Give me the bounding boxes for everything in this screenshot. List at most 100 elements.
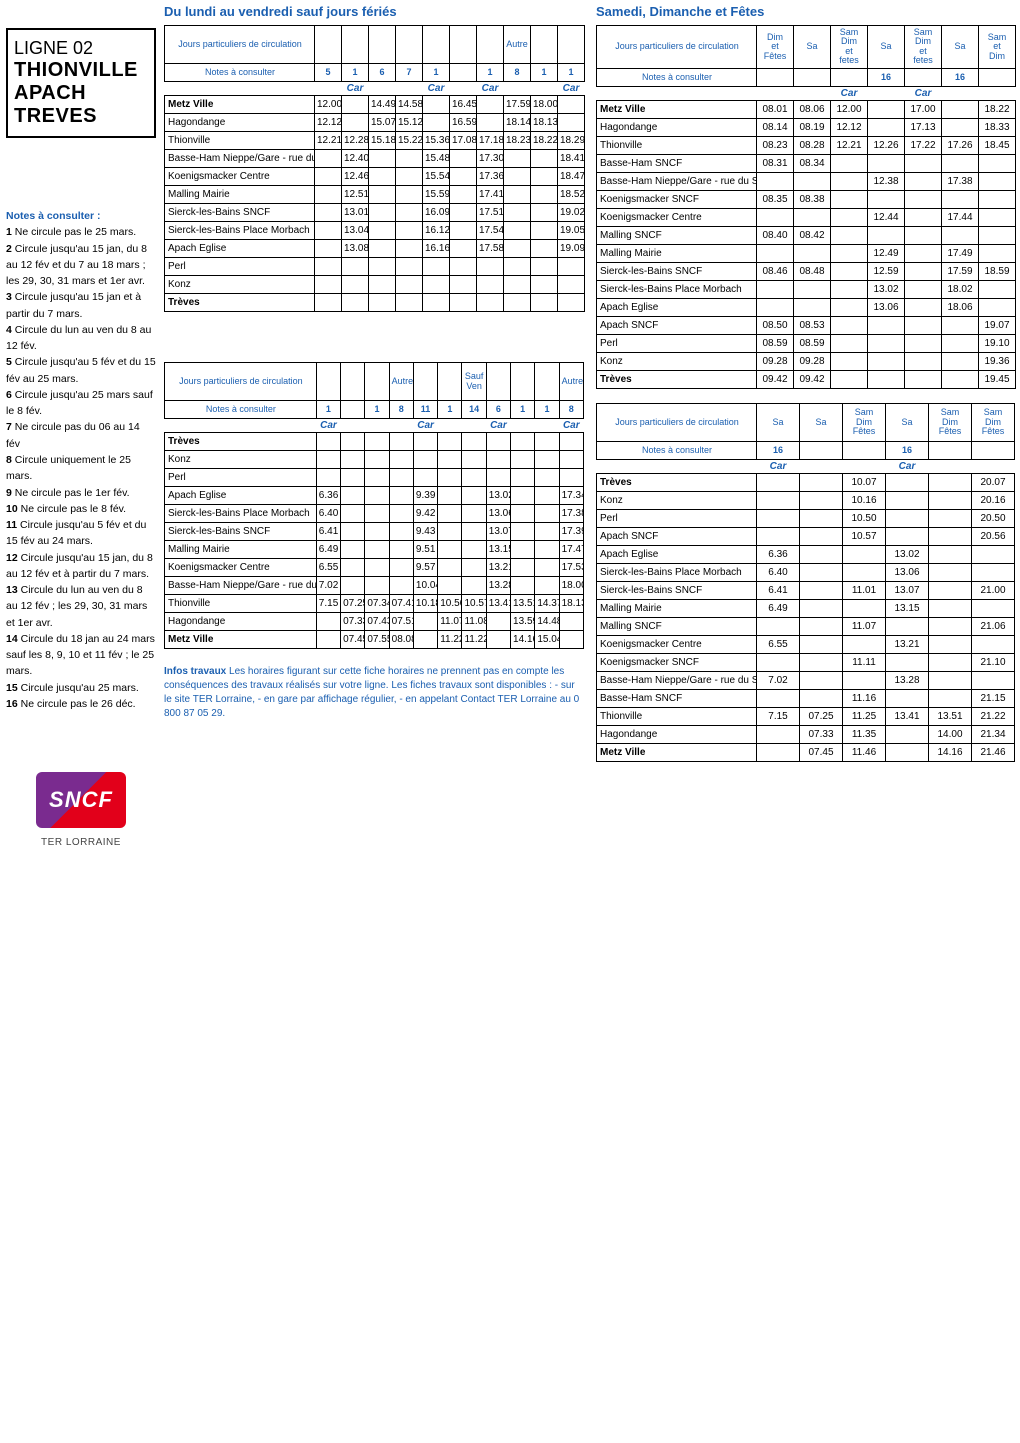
time-cell xyxy=(486,469,510,487)
time-cell xyxy=(477,294,504,312)
time-cell xyxy=(486,613,510,631)
time-cell: 19.09 xyxy=(558,240,585,258)
time-cell: 17.30 xyxy=(477,150,504,168)
time-cell: 07.34 xyxy=(365,595,389,613)
weekend-title: Samedi, Dimanche et Fêtes xyxy=(596,4,1014,19)
note-ref: 6 xyxy=(369,64,396,82)
jours-label: Jours particuliers de circulation xyxy=(597,403,757,441)
time-cell xyxy=(423,96,450,114)
time-cell xyxy=(477,276,504,294)
time-cell xyxy=(315,294,342,312)
time-cell xyxy=(886,491,929,509)
time-cell: 18.47 xyxy=(558,168,585,186)
time-cell xyxy=(511,433,535,451)
time-cell: 13.28 xyxy=(486,577,510,595)
time-cell: 08.59 xyxy=(794,334,831,352)
time-cell xyxy=(365,469,389,487)
time-cell xyxy=(929,617,972,635)
car-indicator xyxy=(800,459,843,473)
time-cell: 19.10 xyxy=(979,334,1016,352)
time-cell xyxy=(531,240,558,258)
time-cell xyxy=(389,577,413,595)
station-name: Trèves xyxy=(597,370,757,388)
time-cell: 09.42 xyxy=(794,370,831,388)
time-cell xyxy=(757,473,800,491)
time-cell xyxy=(535,451,559,469)
note-ref: 16 xyxy=(886,441,929,459)
time-cell xyxy=(438,559,462,577)
time-cell xyxy=(972,671,1015,689)
time-cell xyxy=(757,208,794,226)
car-indicator: Car xyxy=(486,419,510,433)
time-cell xyxy=(942,154,979,172)
note-ref: 6 xyxy=(486,401,510,419)
note-ref xyxy=(757,68,794,86)
time-cell xyxy=(757,298,794,316)
time-cell: 18.41 xyxy=(558,150,585,168)
jour-header: SamDimFêtes xyxy=(843,403,886,441)
time-cell xyxy=(462,469,486,487)
note-ref: 1 xyxy=(531,64,558,82)
time-cell xyxy=(979,154,1016,172)
station-name: Apach Eglise xyxy=(597,298,757,316)
time-cell: 16.59 xyxy=(450,114,477,132)
note-item: 14 Circule du 18 jan au 24 mars sauf les… xyxy=(6,631,156,680)
time-cell xyxy=(316,469,340,487)
jour-header xyxy=(535,363,559,401)
time-cell: 9.57 xyxy=(413,559,437,577)
time-cell: 18.33 xyxy=(979,118,1016,136)
time-cell xyxy=(942,370,979,388)
car-indicator: Car xyxy=(558,82,585,96)
car-indicator xyxy=(794,86,831,100)
time-cell xyxy=(462,505,486,523)
time-cell: 21.34 xyxy=(972,725,1015,743)
time-cell: 08.42 xyxy=(794,226,831,244)
station-name: Koenigsmacker Centre xyxy=(597,635,757,653)
note-ref: 1 xyxy=(558,64,585,82)
time-cell: 13.04 xyxy=(342,222,369,240)
time-cell: 12.46 xyxy=(342,168,369,186)
time-cell xyxy=(389,523,413,541)
time-cell: 20.50 xyxy=(972,509,1015,527)
car-indicator: Car xyxy=(831,86,868,100)
time-cell xyxy=(942,316,979,334)
time-cell: 12.44 xyxy=(868,208,905,226)
time-cell: 07.41 xyxy=(389,595,413,613)
note-ref: 7 xyxy=(396,64,423,82)
time-cell xyxy=(794,244,831,262)
time-cell xyxy=(389,541,413,559)
jour-header xyxy=(477,26,504,64)
time-cell xyxy=(413,433,437,451)
note-ref: 8 xyxy=(504,64,531,82)
time-cell xyxy=(757,653,800,671)
jours-label: Jours particuliers de circulation xyxy=(165,26,315,64)
time-cell xyxy=(531,204,558,222)
time-cell: 08.40 xyxy=(757,226,794,244)
time-cell xyxy=(450,294,477,312)
time-cell xyxy=(316,433,340,451)
time-cell: 15.04 xyxy=(535,631,559,649)
timetable-2: Jours particuliers de circulationAutreSa… xyxy=(164,362,584,649)
time-cell xyxy=(868,190,905,208)
time-cell xyxy=(396,222,423,240)
time-cell: 15.54 xyxy=(423,168,450,186)
time-cell xyxy=(462,433,486,451)
jour-header: Sa xyxy=(794,26,831,69)
time-cell: 17.00 xyxy=(905,100,942,118)
car-indicator xyxy=(972,459,1015,473)
time-cell xyxy=(559,451,583,469)
jour-header: Autre xyxy=(504,26,531,64)
time-cell xyxy=(800,545,843,563)
time-cell: 12.12 xyxy=(831,118,868,136)
time-cell: 15.07 xyxy=(369,114,396,132)
time-cell: 13.51 xyxy=(929,707,972,725)
note-item: 16 Ne circule pas le 26 déc. xyxy=(6,696,156,712)
time-cell xyxy=(450,276,477,294)
notes-label: Notes à consulter xyxy=(597,441,757,459)
time-cell xyxy=(341,487,365,505)
note-item: 11 Circule jusqu'au 5 fév et du 15 fév a… xyxy=(6,517,156,550)
time-cell xyxy=(531,276,558,294)
time-cell xyxy=(794,172,831,190)
time-cell: 11.46 xyxy=(843,743,886,761)
note-ref xyxy=(794,68,831,86)
